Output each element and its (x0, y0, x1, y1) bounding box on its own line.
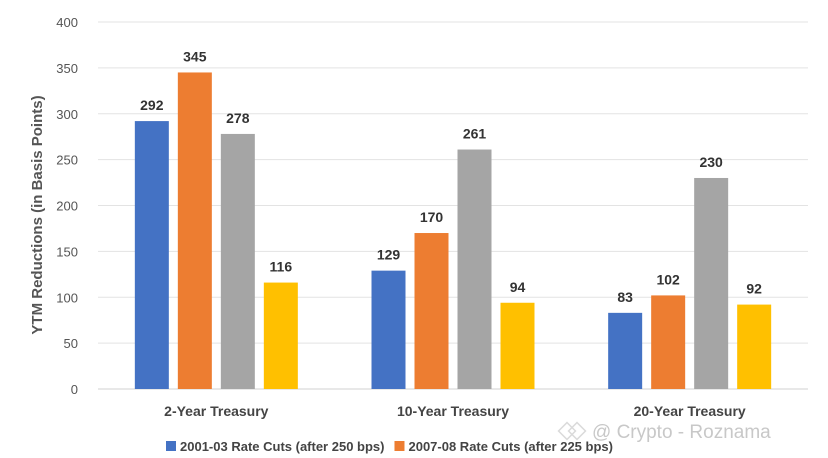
data-label: 345 (183, 48, 207, 64)
bar (608, 312, 643, 389)
watermark: @ Crypto - Roznama (557, 421, 771, 443)
y-axis-ticks: 0 50 100 150 200 250 300 350 400 (56, 15, 78, 397)
data-label: 102 (656, 271, 680, 287)
gridlines (98, 21, 808, 390)
x-axis-categories: 2-Year Treasury 10-Year Treasury 20-Year T… (164, 403, 746, 419)
bar (414, 233, 449, 389)
legend-label: 2001-03 Rate Cuts (after 250 bps) (180, 439, 384, 454)
bar (177, 72, 212, 390)
y-axis-label: YTM Reductions (in Basis Points) (29, 95, 46, 334)
category-label: 20-Year Treasury (634, 403, 746, 419)
legend-label: 2007-08 Rate Cuts (after 225 bps) (408, 439, 612, 454)
y-tick-label: 150 (56, 244, 78, 259)
category-label: 2-Year Treasury (164, 403, 269, 419)
bar (263, 282, 298, 389)
legend-swatch (394, 441, 405, 451)
bar (457, 149, 492, 389)
bar (694, 177, 729, 389)
category-label: 10-Year Treasury (397, 403, 509, 419)
bars (134, 72, 772, 390)
y-tick-label: 400 (56, 15, 78, 30)
data-label: 261 (463, 126, 487, 142)
legend: 2001-03 Rate Cuts (after 250 bps) 2007-08… (166, 439, 613, 454)
data-label: 278 (226, 110, 250, 126)
data-label: 94 (510, 279, 526, 295)
data-label: 83 (617, 289, 633, 305)
data-label: 170 (420, 209, 444, 225)
bar (651, 295, 686, 389)
bar (500, 302, 535, 389)
data-label: 116 (270, 259, 293, 275)
data-label: 292 (140, 97, 164, 113)
data-label: 129 (377, 247, 401, 263)
watermark-logo-icon (557, 421, 587, 441)
y-tick-label: 250 (56, 153, 78, 168)
y-tick-label: 300 (56, 107, 78, 122)
y-tick-label: 200 (56, 199, 78, 214)
y-tick-label: 0 (71, 382, 78, 397)
bar (220, 133, 255, 389)
bar (134, 121, 169, 389)
legend-swatch (166, 441, 176, 451)
watermark-text: @ Crypto - Roznama (592, 422, 771, 443)
bar (737, 304, 772, 389)
data-label: 230 (699, 154, 723, 170)
y-tick-label: 350 (56, 61, 78, 76)
y-tick-label: 50 (64, 336, 78, 351)
bar (371, 270, 406, 389)
data-labels: 292 345 278 116 129 170 261 94 83 102 230 92 (140, 48, 762, 304)
y-tick-label: 100 (56, 290, 78, 305)
data-label: 92 (746, 281, 762, 297)
